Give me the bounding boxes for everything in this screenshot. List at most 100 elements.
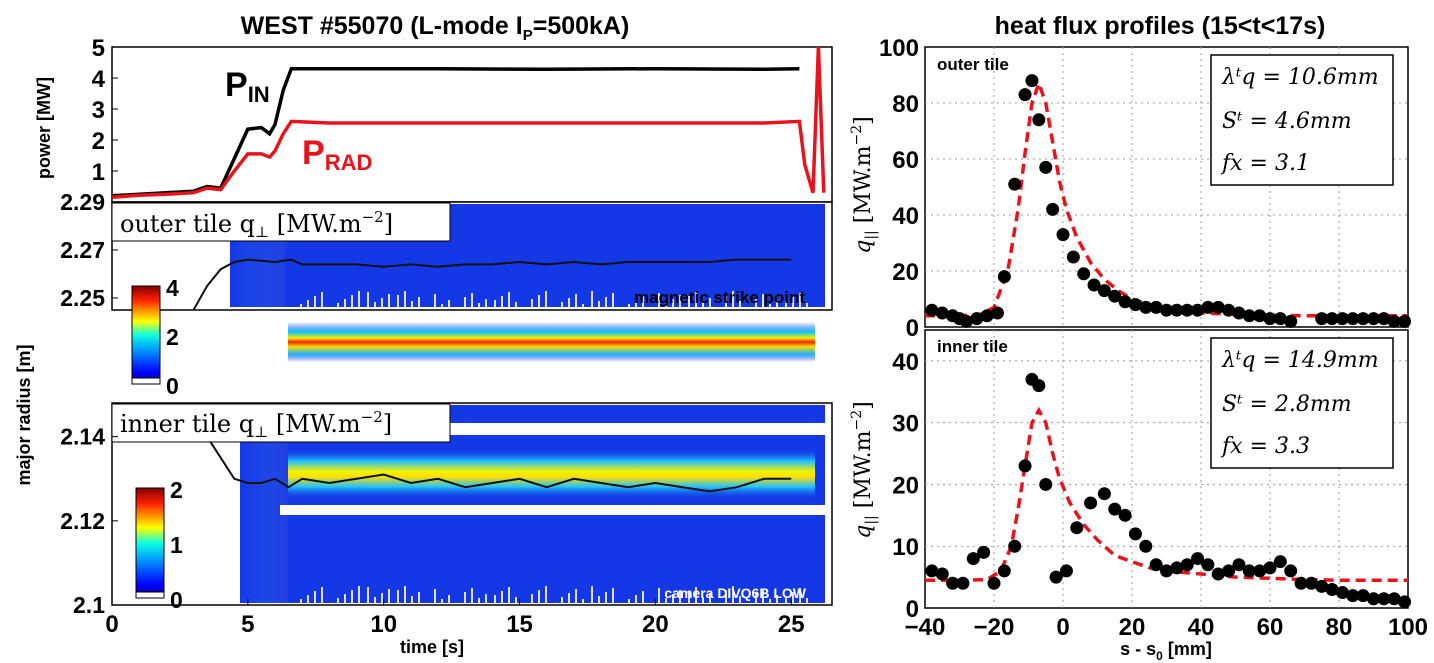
inner-fit-curve [925,406,1408,582]
data-gap-streak [501,591,503,603]
data-gap-streak [582,304,584,308]
data-gap-streak [411,301,413,308]
colorbar-tick-label: 2 [170,477,183,503]
data-point [925,564,939,578]
inner-map-title-box: inner tile q⊥ [MW.m−2] [111,403,451,443]
data-gap-streak [792,297,794,308]
data-gap-streak [434,294,436,308]
data-gap-streak [471,588,473,603]
data-gap-streak [568,593,570,603]
data-gap-streak [478,598,480,603]
outer-strike-point-line [192,258,792,311]
data-gap-streak [374,302,376,308]
data-point [1097,284,1111,298]
data-point [1398,595,1412,609]
data-gap-streak [642,591,644,603]
data-gap-streak [785,301,787,308]
outer-map-title-box: outer tile q⊥ [MW.m−2] [111,202,451,242]
inner-tile-label: inner tile [937,337,1008,356]
radius-ytick-label: 2.1 [73,592,105,618]
data-gap-streak [441,599,443,603]
s-xtick-label: 60 [1257,614,1284,641]
s-xtick-label: 40 [1188,614,1215,641]
data-gap-streak [769,599,771,603]
data-point [977,545,991,559]
data-gap-streak [358,586,360,603]
outer-profile-plot: 0 20 40 60 80 100 outer tile λᵗq = 10.6mm Sᵗ … [849,35,1412,342]
data-gap-streak [732,586,734,603]
data-gap-streak [642,296,644,308]
data-gap-streak [665,303,667,308]
data-point [1039,160,1053,174]
data-point [980,309,994,323]
data-point [1253,564,1267,578]
data-point [946,576,960,590]
data-gap-streak [485,299,487,308]
data-gap-streak [321,292,323,308]
q-ytick-label: 30 [892,411,919,438]
data-gap-streak [605,592,607,603]
data-gap-streak [538,590,540,603]
q-ytick-label: 0 [906,596,919,623]
data-point [987,576,1001,590]
outer-map-hot-band [288,322,815,362]
data-point [1304,576,1318,590]
data-point [935,306,949,320]
data-point [1346,312,1360,326]
radius-ytick-label: 2.12 [60,508,105,534]
data-gap-streak [658,588,660,603]
data-point [1242,564,1256,578]
data-point [1377,312,1391,326]
data-gap-streak [785,596,787,603]
time-xtick-label: 0 [105,611,118,638]
data-gap-streak [628,599,630,603]
data-gap-streak [388,589,390,603]
data-point [1056,228,1070,242]
q-ytick-label: 40 [892,349,919,376]
series-line-prad [111,46,826,200]
data-gap-streak [695,292,697,308]
data-gap-streak [397,590,399,603]
data-gap-streak [702,302,704,308]
data-point [1242,309,1256,323]
data-gap-streak [418,297,420,308]
data-gap-streak [561,597,563,603]
data-point [1284,314,1298,328]
inner-map-gap-mid [280,505,825,515]
data-point [1211,567,1225,581]
data-point [1201,558,1215,572]
data-gap-streak [582,599,584,603]
colorbar-tick-label: 0 [166,373,179,399]
data-gap-streak [769,304,771,308]
time-xtick-label: 20 [642,611,669,638]
data-point [1025,74,1039,88]
data-gap-streak [598,596,600,603]
prad-label: PRAD [302,134,372,175]
data-gap-streak [635,300,637,308]
pin-label: PIN [225,66,270,107]
power-ytick-label: 3 [92,97,105,124]
outer-fit-curve [925,78,1408,318]
data-point [935,567,949,581]
data-gap-streak [397,295,399,308]
data-point [1008,539,1022,553]
data-point [1315,312,1329,326]
data-point [959,314,973,328]
data-gap-streak [591,291,593,308]
data-gap-streak [709,298,711,308]
data-gap-streak [725,590,727,603]
data-point [1387,314,1401,328]
data-gap-streak [321,587,323,603]
data-gap-streak [367,587,369,603]
data-point [1180,558,1194,572]
data-point [1367,312,1380,326]
data-gap-streak [739,596,741,603]
s-xtick-label: −40 [905,614,946,641]
data-point [925,303,939,317]
data-gap-streak [515,597,517,603]
data-point [1032,379,1046,393]
radius-ytick-label: 2.27 [60,237,105,263]
data-gap-streak [307,300,309,308]
inner-lambda: λᵗq = 14.9mm [1221,348,1379,373]
data-gap-streak [679,295,681,308]
